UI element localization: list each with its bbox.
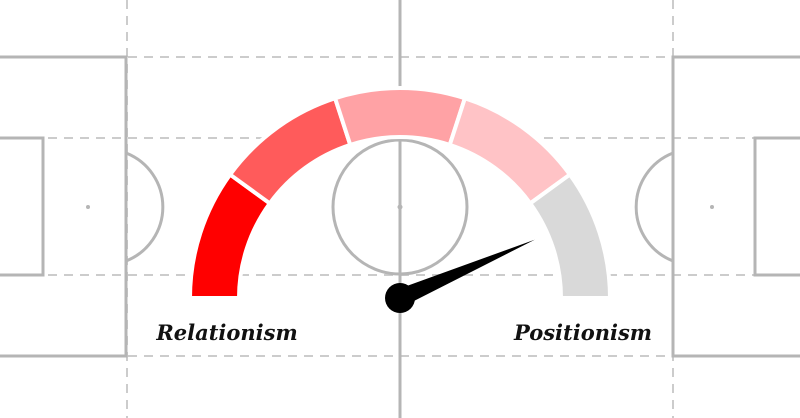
left-penalty-area xyxy=(0,55,128,358)
gauge-left-label: Relationism xyxy=(155,320,297,345)
gauge-segment-3 xyxy=(332,86,468,148)
needle-hub xyxy=(385,283,415,313)
left-penalty-arc xyxy=(125,151,165,263)
gauge-segment-5 xyxy=(527,171,613,300)
gauge-right-label: Positionism xyxy=(513,320,652,345)
right-goal-area xyxy=(753,136,800,277)
right-penalty-area xyxy=(671,55,800,358)
needle-pointer xyxy=(396,239,535,307)
left-goal-area xyxy=(0,136,45,277)
center-spot xyxy=(397,204,403,210)
pitch-spots xyxy=(86,204,714,210)
left-penalty-spot xyxy=(86,205,90,209)
right-penalty-arc xyxy=(634,151,674,263)
center-circle xyxy=(331,138,469,276)
right-penalty-spot xyxy=(710,205,714,209)
gauge-arc xyxy=(187,86,613,300)
gauge-needle xyxy=(385,239,535,313)
